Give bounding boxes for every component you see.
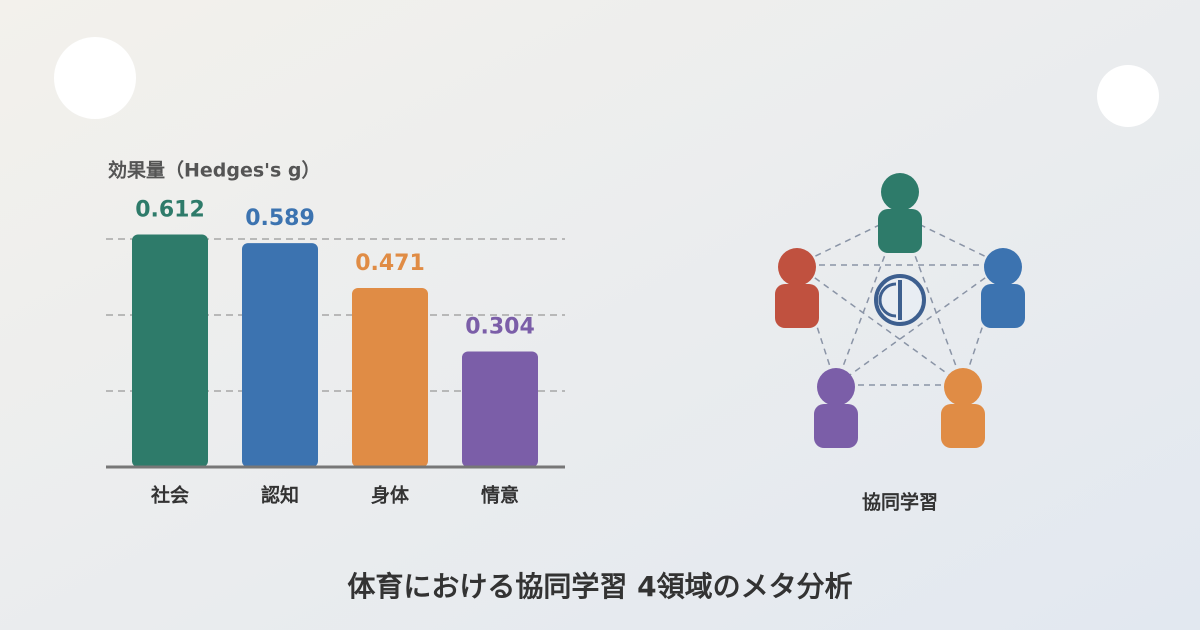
person-head [817,368,855,406]
illustration-label: 協同学習 [862,491,938,514]
value-label: 0.304 [465,314,535,339]
decor-circle [54,37,136,119]
person-body [775,284,819,328]
person-body [814,404,858,448]
bar [132,234,208,467]
value-label: 0.589 [245,206,315,231]
network-lines [796,214,1004,386]
person-head [778,248,816,286]
network-line [899,214,964,386]
network-line [796,214,901,266]
x-tick-label: 情意 [481,484,519,507]
chart-title: 体育における協同学習 4領域のメタ分析 [347,570,852,603]
value-label: 0.471 [355,251,425,276]
center-icon [874,274,926,326]
network-line [899,214,1004,266]
person-body [941,404,985,448]
value-label: 0.612 [135,197,205,222]
x-tick-label: 社会 [150,484,189,507]
decor-circle [1097,65,1159,127]
person-head [881,173,919,211]
people [775,173,1025,448]
network-line [835,214,901,386]
bar [352,288,428,467]
bar [242,243,318,467]
person-head [984,248,1022,286]
bar [462,351,538,467]
x-tick-label: 身体 [371,484,410,507]
network-line [796,264,964,386]
person-body [878,209,922,253]
y-axis-label: 効果量（Hedges's g） [108,159,321,182]
person-body [981,284,1025,328]
x-tick-label: 認知 [261,484,299,507]
person-head [944,368,982,406]
network-line [835,264,1004,386]
